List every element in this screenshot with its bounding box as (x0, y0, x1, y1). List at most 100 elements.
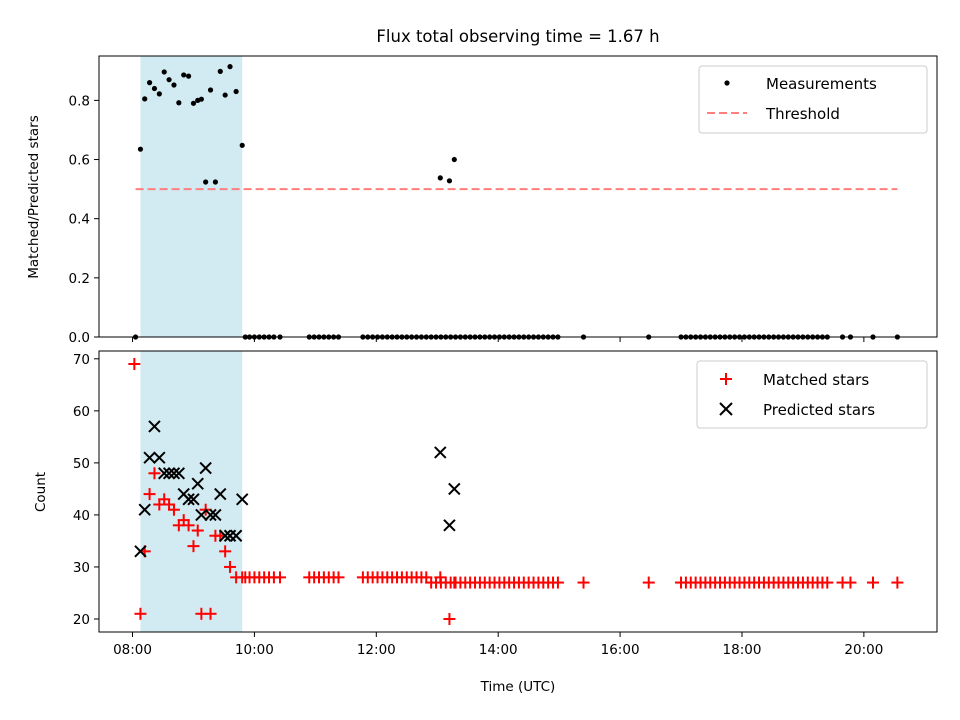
predicted-stars-point (199, 461, 212, 475)
measurement-point (142, 96, 148, 102)
matched-stars-point (551, 576, 564, 589)
measurement-point (137, 146, 144, 152)
predicted-stars-point (236, 493, 249, 506)
x-tick-label: 14:00 (479, 642, 518, 658)
matched-stars-point (128, 358, 141, 371)
x-tick-label: 10:00 (235, 642, 274, 658)
legend-matched-marker (720, 373, 732, 385)
predicted-stars-point (148, 420, 161, 433)
predicted-stars-point (448, 482, 461, 496)
measurement-point (185, 73, 192, 79)
legend-measurements-label: Measurements (766, 75, 877, 93)
legend-predicted-label: Predicted stars (763, 401, 875, 419)
measurement-point (166, 77, 172, 83)
observing-window-band (140, 56, 243, 337)
predicted-stars-point (187, 493, 200, 506)
y-tick-label: 50 (73, 456, 90, 472)
measurement-point (233, 88, 239, 95)
matched-stars-point (148, 467, 161, 480)
predicted-stars-point (138, 503, 151, 516)
predicted-stars-point (134, 545, 147, 558)
measurement-point (156, 91, 162, 97)
y-tick-label: 0.0 (69, 330, 90, 346)
predicted-stars-point (167, 467, 181, 480)
top-panel-frame (98, 55, 938, 338)
bottom-x-axis: 08:00 10:00 12:00 14:00 16:00 18:00 20:00 (113, 632, 883, 658)
measurement-point (181, 72, 187, 78)
top-panel: 0.00.20.40.60.8 Matched/Predicted stars … (26, 55, 938, 346)
matched-stars-point (204, 607, 217, 620)
top-y-axis-label: Matched/Predicted stars (26, 115, 42, 278)
top-legend: Measurements Threshold (698, 65, 928, 134)
predicted-stars-point (153, 451, 166, 464)
matched-stars-point (274, 571, 287, 584)
measurement-point (239, 142, 245, 148)
measurement-point (222, 92, 228, 98)
measurement-point (203, 179, 209, 185)
legend-predicted-marker (719, 402, 733, 416)
bottom-x-axis-label: Time (UTC) (480, 679, 556, 695)
measurement-point (227, 64, 233, 70)
matched-stars-point (219, 545, 232, 558)
matched-stars-point (191, 524, 204, 537)
matched-stars-point (642, 576, 655, 589)
predicted-stars-point (214, 487, 227, 501)
matched-stars-point (577, 576, 590, 589)
measurement-point (212, 179, 219, 185)
top-y-axis: 0.0 0.2 0.4 0.6 0.8 (69, 93, 99, 346)
predicted-stars-point (162, 467, 176, 480)
matched-stars-point (182, 519, 195, 532)
measurement-point (446, 178, 453, 184)
measurement-point (207, 87, 214, 93)
top-x-ticks (132, 337, 865, 342)
bottom-y-axis: 20 30 40 50 60 70 (73, 352, 99, 628)
predicted-stars-point (182, 493, 195, 506)
measurement-point (451, 156, 457, 163)
y-tick-label: 0.4 (69, 212, 90, 228)
bottom-legend-box (696, 360, 928, 429)
predicted-stars-point (195, 508, 208, 522)
measurement-point (217, 68, 223, 74)
measurement-point (437, 175, 443, 181)
matched-stars-point (867, 576, 880, 589)
legend-matched-label: Matched stars (763, 371, 869, 389)
y-tick-label: 60 (73, 404, 90, 420)
bottom-y-axis-label: Count (33, 472, 49, 512)
measurement-point (176, 100, 182, 106)
y-tick-label: 0.2 (69, 271, 90, 287)
matched-stars-point (167, 503, 180, 516)
predicted-stars-point (158, 467, 171, 480)
predicted-stars-point (209, 508, 222, 522)
matched-stars-point (434, 571, 447, 584)
x-tick-label: 18:00 (723, 642, 762, 658)
matched-stars-point (134, 607, 147, 620)
predicted-stars-point (191, 477, 204, 490)
matched-stars-point (844, 576, 857, 589)
legend-measurements-marker (724, 80, 730, 86)
y-tick-label: 0.6 (69, 153, 90, 169)
y-tick-label: 40 (73, 508, 90, 524)
x-tick-label: 12:00 (357, 642, 396, 658)
x-tick-label: 08:00 (113, 642, 152, 658)
predicted-stars-point (434, 446, 447, 459)
observing-window-band (140, 351, 243, 632)
measurement-point (146, 80, 153, 86)
y-tick-label: 20 (73, 612, 90, 628)
top-observing-window-shade (140, 56, 243, 337)
matched-stars-point (332, 571, 345, 584)
predicted-stars-point (172, 467, 186, 480)
matched-stars-point (891, 576, 904, 589)
predicted-stars-point (143, 451, 156, 464)
bottom-panel: 20 30 40 50 60 70 08:00 10:00 12:00 14:00 16:00 18… (33, 350, 938, 695)
figure-title: Flux total observing time = 1.67 h (376, 27, 659, 46)
predicted-stars-point (218, 529, 232, 542)
x-tick-label: 20:00 (844, 642, 883, 658)
matched-stars-point (448, 576, 461, 589)
predicted-stars-point (204, 508, 217, 522)
y-tick-label: 0.8 (69, 93, 90, 109)
predicted-stars-point (229, 529, 243, 542)
matched-stars-point (443, 612, 456, 625)
measurement-point (171, 82, 177, 88)
matched-stars-point (821, 576, 834, 589)
